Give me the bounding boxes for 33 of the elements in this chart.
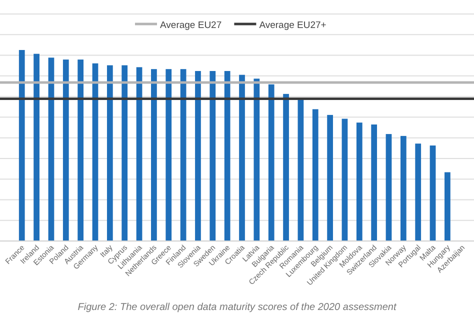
legend-label: Average EU27+ xyxy=(259,20,327,31)
bar xyxy=(239,74,245,241)
bar xyxy=(224,71,230,241)
caption: Figure 2: The overall open data maturity scores of the 2020 assessment xyxy=(78,302,398,313)
bar xyxy=(254,78,260,241)
bar xyxy=(151,69,157,241)
bar xyxy=(415,144,422,241)
bar xyxy=(444,172,450,241)
bar xyxy=(430,146,436,241)
bar xyxy=(62,60,69,241)
bar xyxy=(195,71,201,241)
bar xyxy=(298,100,304,241)
bar xyxy=(34,54,40,241)
bar xyxy=(386,134,392,241)
legend-label: Average EU27 xyxy=(160,20,222,31)
bar xyxy=(78,60,84,241)
bar xyxy=(312,109,318,241)
bar xyxy=(371,124,378,241)
bar xyxy=(122,65,128,241)
bar xyxy=(92,63,98,241)
bar xyxy=(210,71,216,241)
bar xyxy=(48,58,54,241)
bar xyxy=(106,65,113,241)
bar xyxy=(342,118,348,241)
bar xyxy=(18,50,25,241)
bar xyxy=(356,122,362,241)
bar xyxy=(268,84,274,241)
bar xyxy=(166,69,172,241)
bar xyxy=(283,94,289,241)
bar xyxy=(400,136,406,241)
bar xyxy=(327,114,333,241)
bar xyxy=(180,69,186,241)
bar xyxy=(136,67,142,241)
